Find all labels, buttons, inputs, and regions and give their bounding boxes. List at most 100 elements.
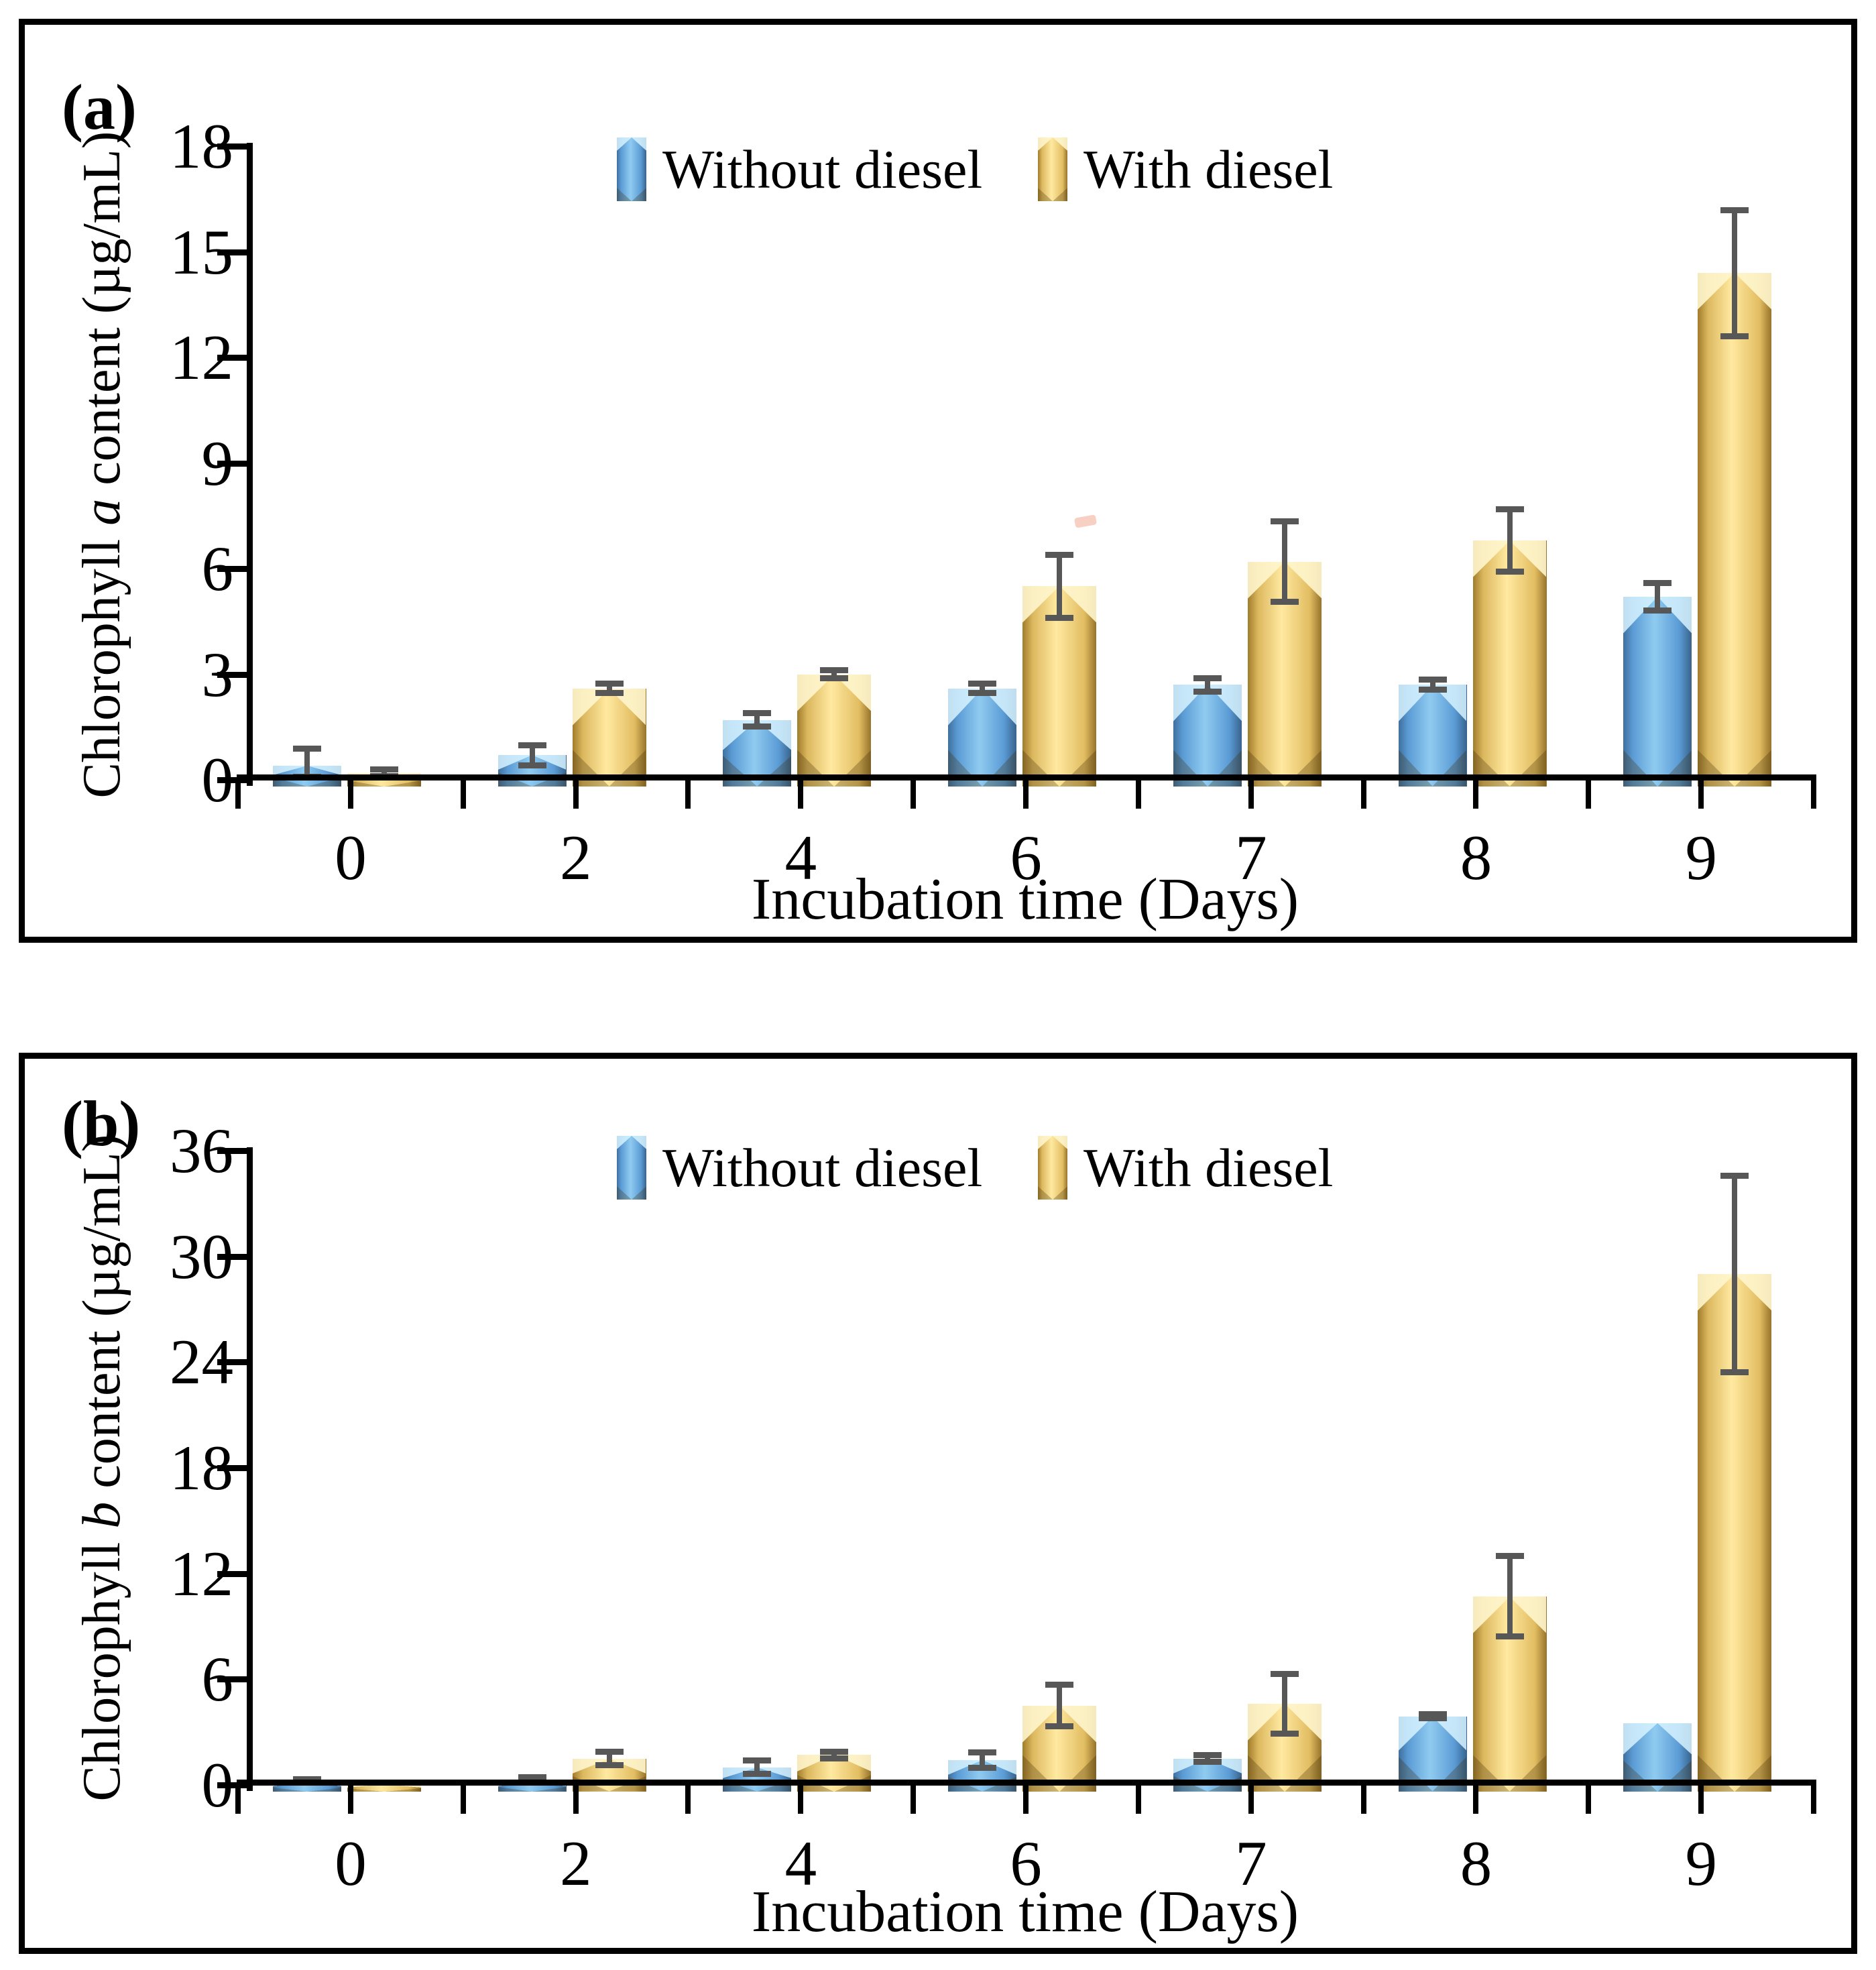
error-bar-cap-bottom	[968, 690, 997, 697]
error-bar-line	[1732, 209, 1738, 337]
bar-without-diesel	[1173, 685, 1242, 787]
error-bar-line	[1281, 521, 1287, 602]
y-axis-title-a-italic: a	[72, 498, 131, 526]
error-bar-line	[1204, 1755, 1210, 1762]
error-bar-cap-bottom	[820, 1755, 849, 1761]
y-tick-label: 12	[170, 322, 233, 393]
error-bar-cap-bottom	[1720, 333, 1749, 339]
bar-with-diesel	[1022, 586, 1097, 787]
x-tick	[685, 1786, 691, 1814]
x-category-label: 9	[1685, 1828, 1718, 1899]
error-bar-cap-bottom	[1045, 1723, 1074, 1730]
x-tick	[1811, 1786, 1816, 1814]
panel-b-label: (b)	[62, 1088, 141, 1159]
y-tick	[217, 1465, 253, 1471]
bar-with-diesel	[797, 674, 872, 787]
error-bar-cap-bottom	[1193, 688, 1222, 695]
x-tick	[1586, 780, 1592, 809]
x-category-label: 0	[335, 822, 367, 893]
panel-a-frame	[19, 19, 1857, 943]
x-category-label: 2	[559, 1828, 592, 1899]
error-bar-cap-bottom	[1495, 569, 1524, 575]
error-bar-cap-bottom	[1418, 1715, 1447, 1722]
x-category-label: 6	[1010, 1828, 1042, 1899]
x-tick	[798, 1786, 804, 1814]
x-category-label: 9	[1685, 822, 1718, 893]
error-bar-line	[529, 744, 535, 766]
error-bar-line	[304, 748, 310, 777]
error-bar-line	[1507, 1556, 1513, 1637]
y-tick	[217, 355, 253, 361]
error-bar-line	[1507, 508, 1513, 573]
x-tick	[798, 780, 804, 809]
y-tick	[217, 1253, 253, 1260]
error-bar-cap-top	[968, 680, 997, 687]
error-bar-cap-top	[1495, 1553, 1524, 1560]
error-bar-cap-bottom	[1045, 614, 1074, 621]
error-bar-cap-top	[1495, 506, 1524, 512]
x-tick	[1248, 780, 1254, 809]
error-bar-cap-bottom	[1720, 1369, 1749, 1376]
legend-marker-with-diesel-a	[1038, 137, 1067, 201]
legend-label-without-diesel-b: Without diesel	[662, 1137, 983, 1198]
y-tick-label: 15	[170, 216, 233, 288]
x-axis-title-a: Incubation time (Days)	[751, 867, 1299, 932]
error-bar-line	[754, 713, 760, 728]
y-axis-title-b-italic: b	[72, 1501, 131, 1529]
x-tick	[347, 780, 353, 809]
error-bar-cap-top	[518, 742, 546, 748]
x-tick	[911, 780, 917, 809]
error-bar-cap-top	[1720, 1172, 1749, 1179]
y-tick-label: 18	[170, 1432, 233, 1503]
error-bar-cap-top	[518, 1774, 546, 1781]
error-bar-cap-top	[820, 1749, 849, 1755]
error-bar-line	[1732, 1175, 1738, 1373]
x-tick	[1135, 780, 1141, 809]
y-tick	[217, 1570, 253, 1577]
y-tick	[217, 460, 253, 467]
error-bar-cap-top	[1418, 1711, 1447, 1717]
error-bar-line	[1655, 583, 1661, 611]
x-tick	[235, 1786, 241, 1814]
error-bar-cap-bottom	[1270, 1730, 1299, 1737]
error-bar-cap-bottom	[1270, 598, 1299, 605]
x-tick	[460, 1786, 466, 1814]
x-tick	[1473, 780, 1479, 809]
error-bar-line	[980, 1752, 986, 1769]
x-category-label: 7	[1235, 822, 1267, 893]
error-bar-cap-bottom	[743, 1771, 772, 1778]
error-bar-cap-top	[370, 766, 398, 773]
bar-without-diesel	[948, 688, 1017, 787]
error-bar-cap-bottom	[1495, 1633, 1524, 1640]
error-bar-cap-top	[820, 667, 849, 674]
y-tick-label: 6	[201, 533, 234, 604]
x-tick	[1360, 1786, 1366, 1814]
x-tick	[911, 1786, 917, 1814]
y-tick-label: 6	[201, 1643, 234, 1715]
x-tick	[347, 1786, 353, 1814]
error-bar-cap-top	[1270, 1671, 1299, 1678]
y-tick-label: 3	[201, 638, 234, 710]
bar-with-diesel	[1472, 540, 1547, 787]
error-bar-line	[1429, 679, 1435, 691]
error-bar-line	[831, 1751, 837, 1759]
y-tick-label: 36	[170, 1115, 233, 1186]
y-tick-label: 30	[170, 1220, 233, 1292]
error-bar-line	[382, 769, 387, 776]
bar-with-diesel	[347, 1784, 421, 1792]
error-bar-cap-bottom	[595, 1762, 624, 1769]
legend-marker-without-diesel-a	[617, 137, 646, 201]
error-bar-cap-bottom	[518, 762, 546, 768]
x-tick	[1248, 1786, 1254, 1814]
x-tick	[235, 780, 241, 809]
y-tick	[217, 566, 253, 572]
y-tick-label: 18	[170, 111, 233, 182]
error-bar-cap-top	[1270, 518, 1299, 525]
x-tick	[573, 1786, 579, 1814]
x-category-label: 8	[1460, 822, 1492, 893]
bar-without-diesel	[1398, 1716, 1467, 1792]
error-bar-cap-top	[595, 1749, 624, 1755]
error-bar-cap-top	[595, 680, 624, 687]
legend-marker-without-diesel-b	[617, 1136, 646, 1200]
y-tick-label: 0	[201, 744, 234, 815]
